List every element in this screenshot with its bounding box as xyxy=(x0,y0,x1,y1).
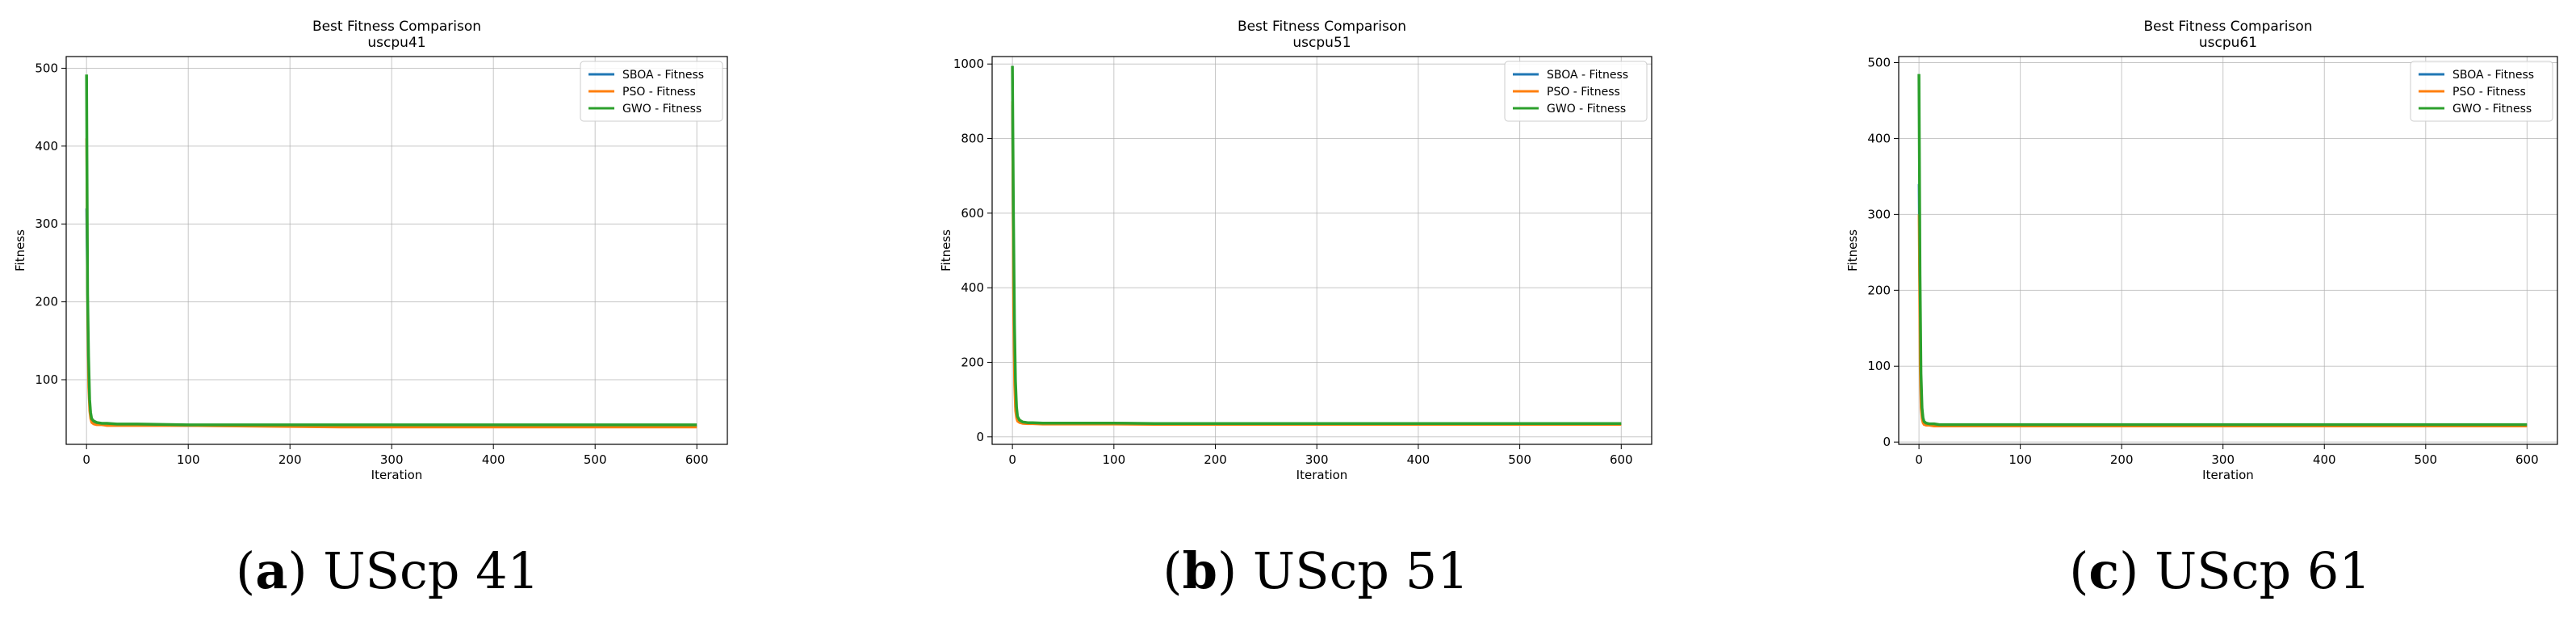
series-line-gwo xyxy=(85,74,697,427)
x-axis-label: Iteration xyxy=(2202,468,2254,482)
x-tick-label: 200 xyxy=(1204,452,1227,467)
plot-frame xyxy=(991,56,1652,445)
y-tick-label: 100 xyxy=(35,372,58,387)
legend-box xyxy=(580,61,723,122)
series-line-gwo xyxy=(1011,65,1622,425)
chart-subtitle: uscpu51 xyxy=(1292,35,1351,51)
chart-title: Best Fitness Comparison xyxy=(2143,19,2312,35)
legend-label: PSO - Fitness xyxy=(1547,86,1620,99)
chart-panel-2: 0 100 200 300 400 500 600 0 200 400 600 800 1000 Iter… xyxy=(939,19,1652,600)
y-tick-label: 100 xyxy=(1867,359,1891,373)
plot-frame xyxy=(65,56,728,445)
x-tick-label: 0 xyxy=(82,452,90,467)
y-tick-label: 0 xyxy=(1883,435,1891,449)
legend-label: SBOA - Fitness xyxy=(2452,69,2534,82)
legend-label: PSO - Fitness xyxy=(2452,86,2526,99)
y-tick-label: 600 xyxy=(961,206,984,221)
y-tick-label: 500 xyxy=(1867,56,1891,70)
x-tick-label: 100 xyxy=(2008,452,2032,467)
y-axis-label: Fitness xyxy=(1845,229,1860,271)
chart-title: Best Fitness Comparison xyxy=(312,19,481,35)
x-tick-label: 200 xyxy=(279,452,302,467)
x-tick-label: 400 xyxy=(482,452,505,467)
chart-panel-3: 0 100 200 300 400 500 600 0 100 200 300 400 500 Itera… xyxy=(1845,19,2558,600)
y-tick-label: 300 xyxy=(1867,207,1891,221)
y-tick-label: 200 xyxy=(961,355,984,369)
x-tick-label: 500 xyxy=(2414,452,2437,467)
caption-open-paren: ( xyxy=(2069,541,2088,600)
y-tick-label: 400 xyxy=(35,139,58,153)
panel-caption: (b) UScp 51 xyxy=(1162,541,1468,600)
y-tick-label: 500 xyxy=(35,61,58,75)
x-tick-label: 0 xyxy=(1008,452,1016,467)
caption-text: ) UScp 61 xyxy=(2119,541,2371,600)
caption-text: ) UScp 51 xyxy=(1217,541,1469,600)
legend-label: PSO - Fitness xyxy=(622,86,696,99)
legend-label: SBOA - Fitness xyxy=(1547,69,1628,82)
x-tick-label: 0 xyxy=(1915,452,1923,467)
x-tick-label: 400 xyxy=(2313,452,2336,467)
x-tick-label: 300 xyxy=(1305,452,1329,467)
x-tick-label: 600 xyxy=(685,452,709,467)
plot-frame xyxy=(1898,56,2558,445)
x-tick-label: 400 xyxy=(1407,452,1430,467)
x-tick-label: 100 xyxy=(1103,452,1126,467)
x-tick-label: 100 xyxy=(177,452,200,467)
panel-caption: (c) UScp 61 xyxy=(2069,541,2371,600)
legend-box xyxy=(1504,61,1648,122)
y-axis-label: Fitness xyxy=(13,229,27,271)
legend-label: GWO - Fitness xyxy=(622,103,702,116)
panel-caption: (a) UScp 41 xyxy=(236,541,539,600)
caption-letter: b xyxy=(1183,541,1217,600)
chart-subtitle: uscpu61 xyxy=(2199,35,2257,51)
series-line-gwo xyxy=(1917,74,2528,427)
y-tick-label: 1000 xyxy=(953,57,984,71)
x-tick-label: 500 xyxy=(1508,452,1531,467)
chart-subtitle: uscpu41 xyxy=(367,35,425,51)
y-tick-label: 0 xyxy=(976,430,984,444)
y-axis-label: Fitness xyxy=(939,229,953,271)
legend: SBOA - Fitness PSO - Fitness GWO - Fitness xyxy=(2410,61,2553,122)
y-tick-label: 800 xyxy=(961,132,984,146)
x-tick-label: 500 xyxy=(584,452,607,467)
x-tick-label: 600 xyxy=(2515,452,2539,467)
x-axis-label: Iteration xyxy=(1296,468,1348,482)
legend-box xyxy=(2410,61,2553,122)
legend: SBOA - Fitness PSO - Fitness GWO - Fitness xyxy=(1504,61,1648,122)
y-tick-label: 200 xyxy=(35,295,58,309)
legend-label: GWO - Fitness xyxy=(2452,103,2532,116)
x-axis-label: Iteration xyxy=(371,468,423,482)
x-tick-label: 600 xyxy=(1610,452,1633,467)
caption-open-paren: ( xyxy=(1162,541,1182,600)
caption-open-paren: ( xyxy=(236,541,255,600)
legend: SBOA - Fitness PSO - Fitness GWO - Fitness xyxy=(580,61,723,122)
caption-text: ) UScp 41 xyxy=(287,541,539,600)
x-tick-label: 300 xyxy=(2211,452,2235,467)
x-tick-label: 200 xyxy=(2110,452,2134,467)
legend-label: GWO - Fitness xyxy=(1547,103,1626,116)
y-tick-label: 400 xyxy=(961,280,984,295)
y-tick-label: 300 xyxy=(35,217,58,231)
y-tick-label: 200 xyxy=(1867,283,1891,297)
legend-label: SBOA - Fitness xyxy=(622,69,704,82)
chart-panel-1: 0 100 200 300 400 500 600 100 200 300 400 500 Iterat… xyxy=(13,19,728,600)
caption-letter: a xyxy=(255,541,287,600)
chart-title: Best Fitness Comparison xyxy=(1238,19,1406,35)
y-tick-label: 400 xyxy=(1867,131,1891,145)
caption-letter: c xyxy=(2088,541,2119,600)
x-tick-label: 300 xyxy=(380,452,404,467)
